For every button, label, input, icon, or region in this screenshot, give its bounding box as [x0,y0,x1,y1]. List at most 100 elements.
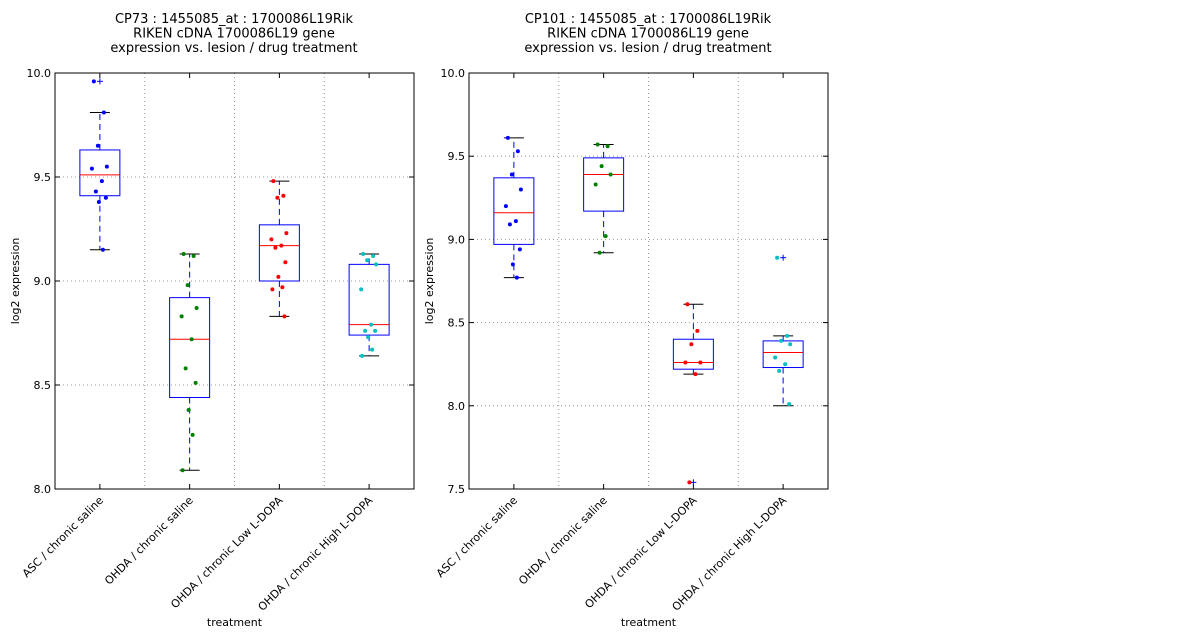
data-point [608,172,613,177]
data-point [518,187,523,192]
chart-panel-2: CP101 : 1455085_at : 1700086L19RikRIKEN … [423,12,829,629]
iqr-box [583,157,625,212]
data-point [695,328,700,333]
data-point [779,338,784,343]
data-point [509,172,514,177]
x-tick-label: OHDA / chronic saline [516,494,610,588]
data-point [366,335,371,340]
data-point [284,231,289,236]
y-tick-label: 9.0 [448,233,466,246]
data-point [514,275,519,280]
data-point [507,222,512,227]
data-point [96,199,101,204]
data-point [785,333,790,338]
data-point [280,285,285,290]
data-point [186,407,191,412]
x-tick-label: ASC / chronic saline [434,494,520,580]
box-2 [169,253,211,471]
data-point [513,219,518,224]
y-axis-label: log2 expression [9,238,22,325]
y-tick-label: 8.5 [34,379,52,392]
data-point [603,234,608,239]
data-point [363,328,368,333]
data-point [190,432,195,437]
data-point [369,322,374,327]
data-point [775,255,780,260]
box-3 [258,180,300,317]
data-point [373,328,378,333]
chart-title-line: RIKEN cDNA 1700086L19 gene [133,27,335,42]
data-point [605,144,610,149]
x-tick-label: OHDA / chronic saline [102,494,196,588]
data-point [181,251,186,256]
y-tick-label: 9.5 [34,171,52,184]
chart-title-line: CP101 : 1455085_at : 1700086L19Rik [525,12,772,27]
y-tick-label: 8.0 [34,483,52,496]
data-point [183,366,188,371]
data-point [279,243,284,248]
data-point [189,337,194,342]
data-point [599,164,604,169]
data-point [269,237,274,242]
box-1 [493,137,535,279]
box-1 [79,78,121,251]
iqr-box [79,149,121,197]
data-point [685,302,690,307]
data-point [103,195,108,200]
box-2 [583,144,625,254]
data-point [503,204,508,209]
data-point [101,110,106,115]
outlier-marker [780,254,787,261]
data-point [787,402,792,407]
data-point [515,149,520,154]
data-point [275,195,280,200]
data-point [282,314,287,319]
data-point [180,468,185,473]
box-4 [762,254,804,407]
box-3 [672,303,714,486]
data-point [270,287,275,292]
data-point [194,306,199,311]
x-axis-label: treatment [207,616,263,629]
y-tick-label: 10.0 [27,67,52,80]
data-point [91,79,96,84]
data-point [689,342,694,347]
data-point [683,360,688,365]
data-point [773,355,778,360]
data-point [595,142,600,147]
data-point [698,360,703,365]
data-point [693,372,698,377]
x-axis-label: treatment [621,616,677,629]
data-point [597,250,602,255]
data-point [510,262,515,267]
data-point [283,260,288,265]
data-point [374,262,379,267]
data-point [361,251,366,256]
chart-title-line: RIKEN cDNA 1700086L19 gene [547,27,749,42]
data-point [281,193,286,198]
iqr-box [258,224,300,282]
y-tick-label: 10.0 [441,67,466,80]
iqr-box [493,177,535,245]
data-point [93,189,98,194]
box-4 [348,253,390,357]
chart-title-line: expression vs. lesion / drug treatment [524,41,771,56]
iqr-box [762,340,804,369]
outlier-marker [96,78,103,85]
data-point [271,179,276,184]
iqr-box [169,297,211,398]
data-point [687,480,692,485]
data-point [185,283,190,288]
chart-title-line: CP73 : 1455085_at : 1700086L19Rik [115,12,354,27]
y-tick-label: 8.0 [448,400,466,413]
data-point [95,143,100,148]
y-tick-label: 8.5 [448,317,466,330]
data-point [276,274,281,279]
data-point [273,245,278,250]
data-point [788,342,793,347]
data-point [517,247,522,252]
data-point [593,182,598,187]
y-axis-label: log2 expression [423,238,436,325]
